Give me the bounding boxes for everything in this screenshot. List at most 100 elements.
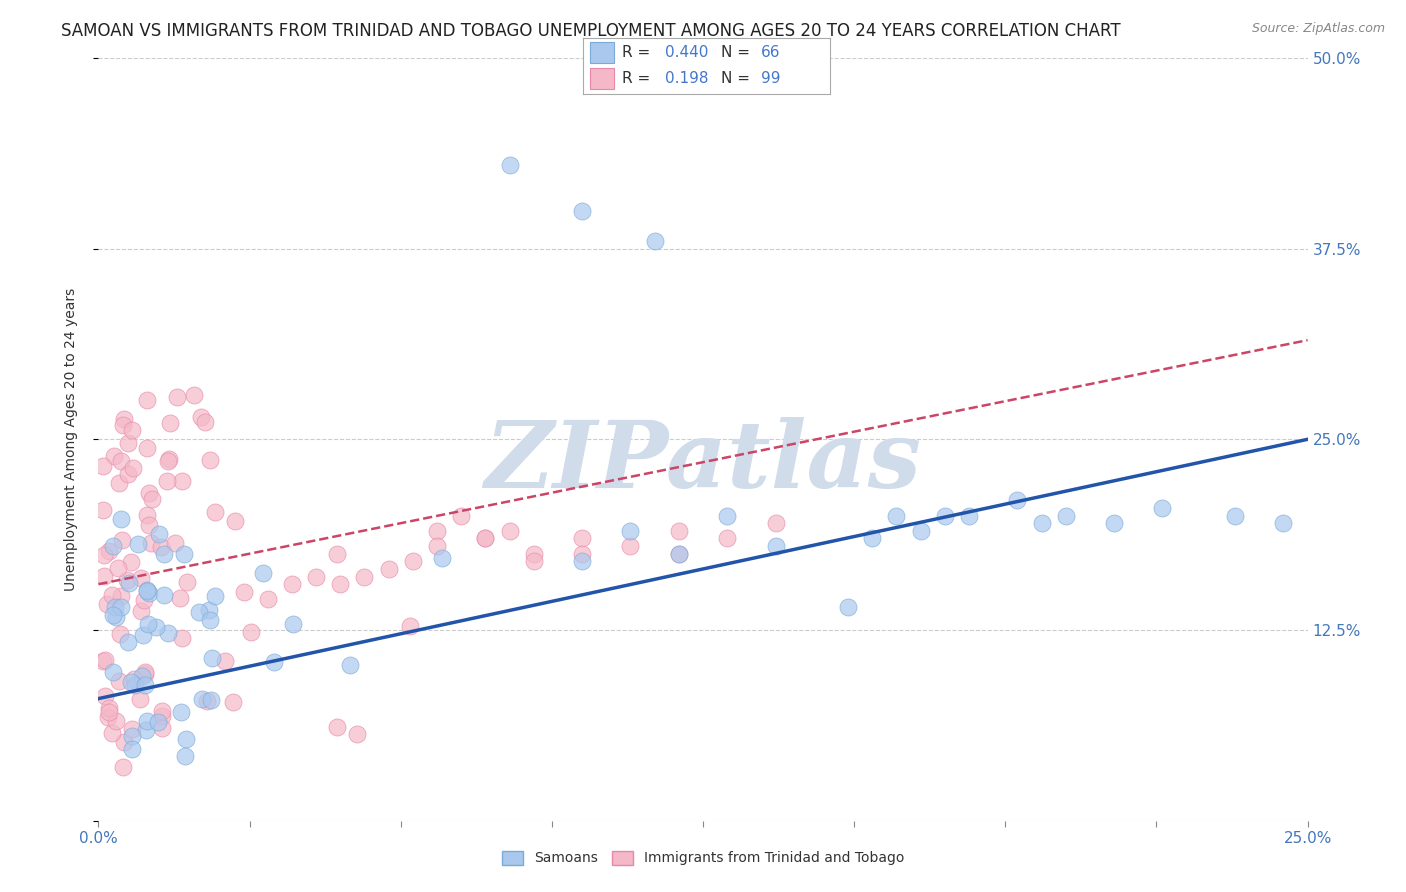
Point (329, 577, 352, 591)
Point (97, 706, 120, 720)
Point (98, 544, 121, 558)
Point (474, 532, 496, 546)
Point (107, 561, 129, 575)
Point (339, 657, 361, 672)
Point (170, 474, 193, 488)
Point (523, 554, 546, 568)
Point (117, 467, 139, 482)
Point (619, 539, 641, 553)
Point (97, 709, 120, 723)
Text: N =: N = (721, 45, 755, 61)
Point (111, 533, 134, 548)
Point (474, 532, 496, 546)
Point (153, 547, 176, 561)
Point (399, 619, 422, 633)
Point (1007, 493, 1029, 508)
Point (101, 726, 124, 740)
Point (146, 715, 169, 730)
Point (122, 672, 145, 686)
Point (200, 452, 222, 467)
Point (93, 568, 115, 582)
Point (110, 599, 132, 614)
Point (263, 656, 285, 670)
Point (91, 654, 114, 668)
Point (305, 569, 328, 583)
Point (668, 547, 690, 561)
Point (93, 548, 115, 562)
Point (121, 742, 143, 756)
Point (104, 714, 127, 728)
Point (222, 695, 245, 709)
Point (353, 569, 375, 583)
Point (148, 526, 170, 541)
Point (1152, 500, 1174, 515)
Point (668, 524, 690, 538)
Point (377, 562, 399, 576)
Text: Source: ZipAtlas.com: Source: ZipAtlas.com (1251, 22, 1385, 36)
Point (837, 600, 859, 615)
Point (136, 616, 159, 631)
Point (174, 732, 197, 747)
Point (239, 624, 262, 639)
Point (1223, 508, 1246, 523)
Point (97, 701, 120, 715)
Point (498, 524, 520, 538)
Point (112, 412, 135, 426)
Point (183, 388, 205, 402)
Point (886, 508, 908, 523)
Point (1272, 516, 1295, 531)
Point (138, 485, 160, 500)
Point (169, 591, 191, 605)
Point (191, 691, 214, 706)
Bar (589, 68, 614, 89)
Point (281, 577, 304, 591)
Point (668, 547, 690, 561)
Point (134, 593, 156, 607)
Point (150, 708, 173, 723)
Point (450, 508, 472, 523)
Point (432, 551, 454, 566)
Point (131, 628, 153, 642)
Point (120, 555, 142, 569)
Point (120, 674, 142, 689)
Point (110, 454, 132, 468)
Point (172, 632, 194, 646)
Point (96, 597, 118, 611)
Point (115, 573, 138, 587)
Point (232, 585, 254, 599)
Text: 0.198: 0.198 (665, 71, 709, 87)
Point (117, 634, 139, 648)
Point (121, 723, 143, 737)
Point (193, 415, 215, 429)
Point (571, 547, 593, 561)
Point (187, 606, 209, 620)
Point (157, 625, 180, 640)
Point (104, 600, 127, 615)
Point (91, 503, 114, 517)
Point (163, 536, 186, 550)
Point (156, 454, 179, 468)
Text: R =: R = (621, 71, 655, 87)
Point (426, 539, 449, 553)
Point (135, 508, 157, 523)
Point (326, 547, 349, 561)
Point (122, 461, 145, 475)
Point (135, 723, 157, 738)
Point (157, 451, 180, 466)
Point (198, 603, 221, 617)
Point (150, 704, 173, 718)
Point (136, 714, 159, 728)
Point (129, 604, 152, 618)
Point (138, 586, 160, 600)
Point (166, 391, 188, 405)
Point (134, 666, 156, 681)
Point (150, 721, 173, 735)
Point (910, 524, 932, 538)
Point (108, 673, 131, 688)
Point (426, 524, 449, 538)
Point (934, 508, 956, 523)
Text: N =: N = (721, 71, 755, 87)
Point (111, 418, 134, 433)
Point (201, 651, 224, 665)
Point (134, 665, 156, 679)
